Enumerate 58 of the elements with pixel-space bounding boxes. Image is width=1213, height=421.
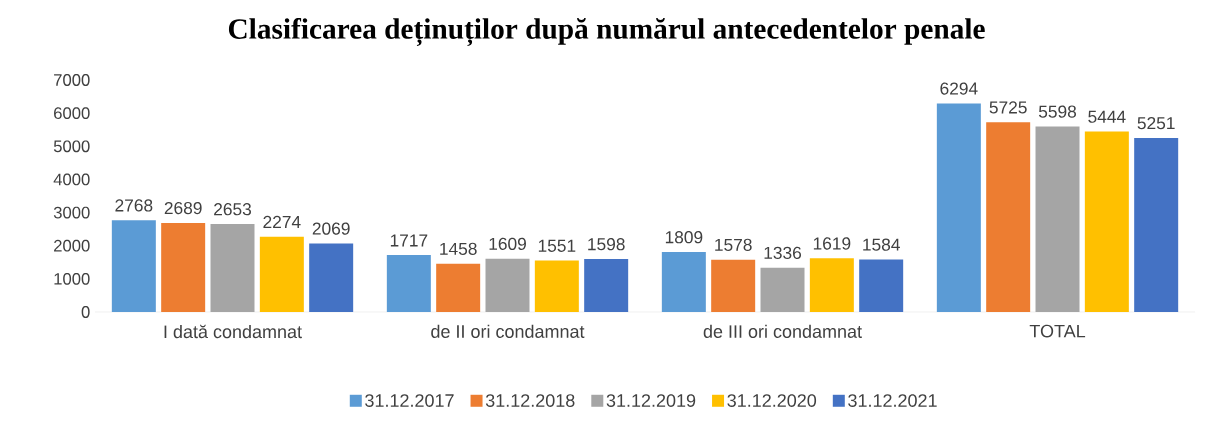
bar <box>436 263 481 312</box>
data-label: 1609 <box>489 237 526 250</box>
bar <box>584 259 629 312</box>
bar <box>210 224 255 312</box>
y-tick-label: 0 <box>81 306 90 318</box>
y-tick-label: 2000 <box>54 239 90 252</box>
y-tick-label: 3000 <box>53 206 90 219</box>
bar <box>161 222 206 312</box>
bar <box>809 258 854 312</box>
bar <box>386 255 431 312</box>
x-tick-label: de III ori condamnat <box>703 324 862 338</box>
x-tick-label: I dată condamnat <box>164 324 302 339</box>
x-tick-label: de II ori condamnat <box>431 324 585 338</box>
y-tick-label: 4000 <box>53 173 90 186</box>
data-label: 1458 <box>440 242 477 255</box>
chart-title: Clasificarea deținuților după numărul antecedentelor penale <box>228 17 985 47</box>
data-label: 5444 <box>1088 110 1126 123</box>
bar <box>711 259 756 312</box>
x-tick-label: TOTAL <box>1029 324 1086 338</box>
bar <box>1035 126 1080 312</box>
data-label: 5598 <box>1038 105 1077 118</box>
bar <box>111 220 156 312</box>
data-label: 1809 <box>665 231 703 244</box>
data-label: 5251 <box>1137 116 1175 130</box>
y-tick-label: 7000 <box>54 74 90 86</box>
bar <box>534 260 579 312</box>
data-label: 1578 <box>715 238 752 251</box>
y-tick-label: 6000 <box>54 107 90 120</box>
data-label: 2274 <box>263 215 301 228</box>
legend-label: 31.12.2018 <box>485 394 575 407</box>
bar <box>859 259 904 312</box>
data-label: 2069 <box>312 222 350 235</box>
legend-label: 31.12.2020 <box>727 394 817 407</box>
bar <box>661 252 706 312</box>
bar <box>936 103 981 312</box>
data-label: 2689 <box>164 201 202 215</box>
y-tick-label: 1000 <box>54 272 90 285</box>
data-label: 1551 <box>538 239 576 252</box>
bar <box>259 236 304 312</box>
y-tick-label: 5000 <box>53 140 90 153</box>
bar <box>485 258 530 312</box>
data-label: 1584 <box>863 238 900 251</box>
data-label: 1598 <box>588 238 625 251</box>
data-label: 1619 <box>813 237 851 250</box>
bar <box>1084 131 1129 312</box>
bar <box>986 122 1031 312</box>
legend-label: 31.12.2019 <box>606 394 696 407</box>
bar <box>309 243 354 312</box>
data-label: 2653 <box>214 203 252 216</box>
data-label: 1717 <box>390 234 428 247</box>
data-label: 6294 <box>940 82 978 95</box>
bar <box>760 267 805 312</box>
legend-label: 31.12.2021 <box>848 394 937 407</box>
bar <box>1134 137 1179 312</box>
data-label: 1336 <box>764 246 802 260</box>
legend-label: 31.12.2017 <box>365 394 454 407</box>
data-label: 5725 <box>989 101 1027 114</box>
data-label: 2768 <box>115 199 153 212</box>
